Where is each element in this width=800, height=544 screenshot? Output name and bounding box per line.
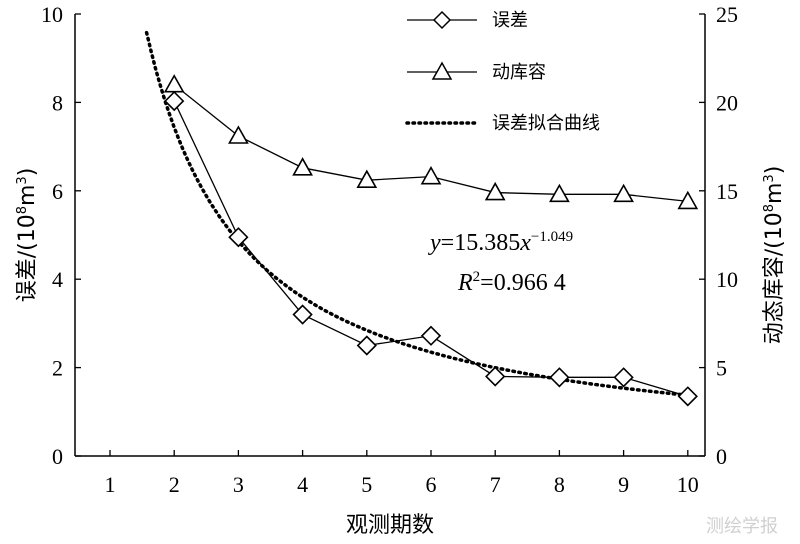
x-tick-label: 3 <box>233 472 244 497</box>
right-tick-label: 0 <box>716 444 727 469</box>
diamond-marker-icon <box>432 10 452 30</box>
x-tick-label: 10 <box>677 472 699 497</box>
error-point <box>356 335 377 356</box>
left-tick-label: 8 <box>52 90 63 115</box>
left-tick-label: 0 <box>52 444 63 469</box>
error-point <box>292 304 313 325</box>
legend-label-fit: 误差拟合曲线 <box>492 113 600 134</box>
capacity-point <box>613 183 634 203</box>
capacity-point <box>549 183 570 203</box>
x-tick-label: 6 <box>426 472 437 497</box>
left-tick-label: 2 <box>52 356 63 381</box>
capacity-point <box>228 125 249 144</box>
left-tick-group: 0 2 4 6 8 10 <box>41 2 81 469</box>
x-tick-label: 7 <box>490 472 501 497</box>
right-axis-title: 动态库容/(108m3) <box>762 166 787 345</box>
legend: 误差 动库容 误差拟合曲线 <box>405 10 600 134</box>
x-tick-label: 8 <box>554 472 565 497</box>
capacity-point <box>163 74 185 93</box>
right-tick-label: 15 <box>716 179 738 204</box>
error-point <box>228 227 249 248</box>
capacity-point <box>677 190 699 210</box>
left-axis-title: 误差/(108m3) <box>15 168 40 303</box>
x-tick-label: 1 <box>105 472 116 497</box>
watermark: 测绘学报 <box>706 516 778 537</box>
fit-equation: y=15.385x−1.049 <box>428 229 573 256</box>
legend-item-capacity: 动库容 <box>407 61 546 83</box>
error-point <box>677 386 698 407</box>
legend-item-error: 误差 <box>407 10 528 31</box>
left-tick-label: 10 <box>41 2 63 27</box>
error-markers <box>164 90 698 407</box>
triangle-marker-icon <box>431 61 453 80</box>
x-tick-label: 2 <box>169 472 180 497</box>
error-point <box>549 367 570 388</box>
error-point <box>613 367 634 388</box>
capacity-point <box>420 166 442 185</box>
left-tick-label: 6 <box>52 179 63 204</box>
left-tick-label: 4 <box>52 267 63 292</box>
x-axis-title: 观测期数 <box>346 513 434 538</box>
right-tick-label: 5 <box>716 356 727 381</box>
legend-label-capacity: 动库容 <box>492 62 546 83</box>
legend-item-fit: 误差拟合曲线 <box>405 113 600 134</box>
right-tick-label: 25 <box>716 2 738 27</box>
x-tick-label: 5 <box>361 472 372 497</box>
error-point <box>485 366 506 387</box>
capacity-point <box>484 181 506 201</box>
error-point <box>164 90 185 112</box>
capacity-point <box>292 157 313 176</box>
error-point <box>420 325 442 346</box>
capacity-markers <box>163 74 699 210</box>
x-tick-group: 1 2 3 4 5 6 7 8 9 10 <box>105 450 699 497</box>
capacity-point <box>356 169 378 188</box>
legend-label-error: 误差 <box>492 10 528 31</box>
fit-r-squared: R2=0.966 4 <box>457 269 566 296</box>
x-tick-label: 9 <box>618 472 629 497</box>
right-tick-label: 20 <box>716 90 738 115</box>
x-tick-label: 4 <box>297 472 308 497</box>
right-tick-label: 10 <box>716 267 738 292</box>
right-tick-group: 0 5 10 15 20 25 <box>699 2 738 469</box>
